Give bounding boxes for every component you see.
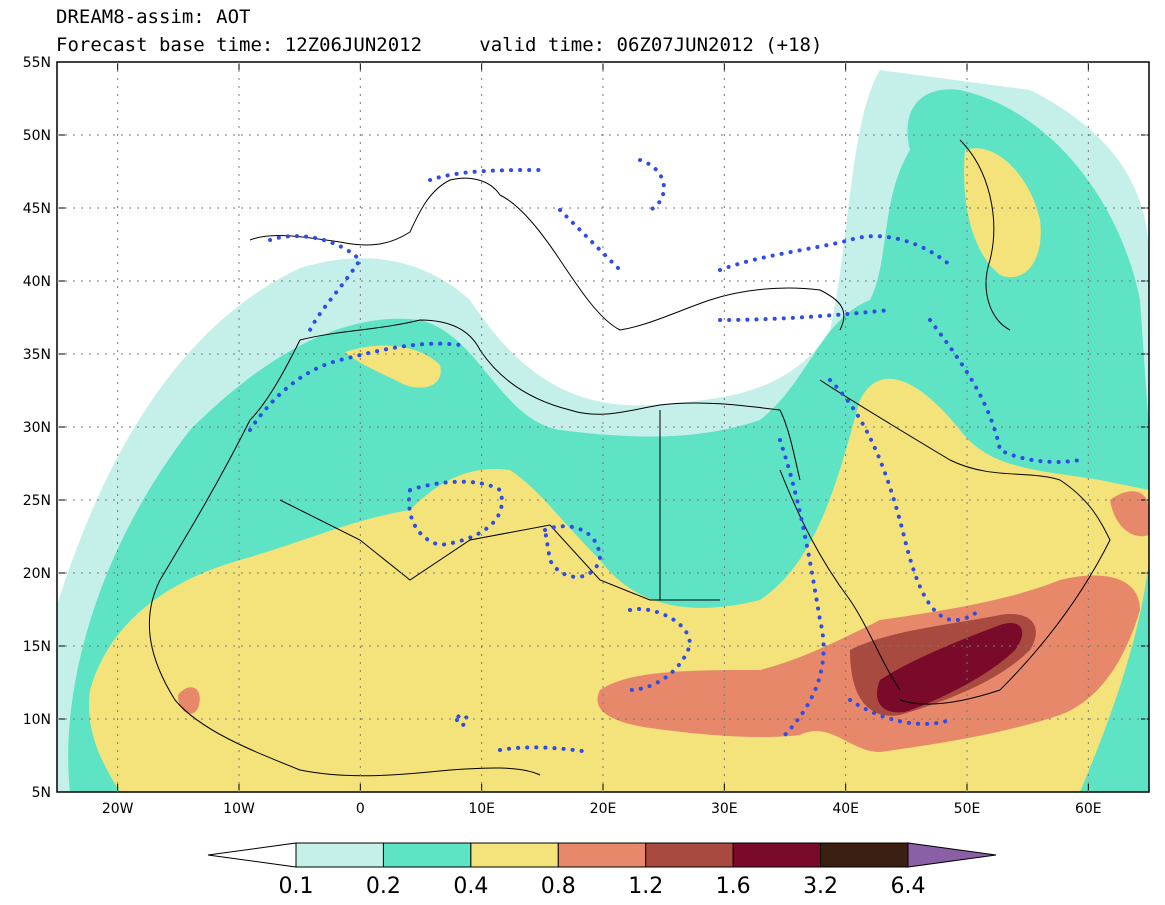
- colorbar-swatch: [645, 842, 734, 868]
- lat-label: 55N: [23, 55, 51, 71]
- lon-label: 0: [356, 801, 365, 817]
- lat-label: 50N: [23, 128, 51, 144]
- lon-label: 30E: [711, 801, 738, 817]
- obs-contour-yemen: [848, 698, 952, 726]
- obs-contour-coast: [498, 745, 592, 754]
- lon-label: 10W: [223, 801, 255, 817]
- lat-label: 15N: [23, 639, 51, 655]
- longitude-labels: 20W 10W 0 10E 20E 30E 40E 50E 60E: [102, 801, 1102, 817]
- colorbar-label: 0.1: [279, 874, 314, 899]
- lon-label: 20W: [102, 801, 134, 817]
- obs-contour-morocco: [248, 341, 462, 432]
- border-sahel: [279, 499, 720, 601]
- coastline-red-sea: [779, 469, 901, 691]
- lat-label: 45N: [23, 201, 51, 217]
- obs-contour-iberia: [268, 234, 363, 332]
- lon-label: 60E: [1075, 801, 1102, 817]
- aot-band-1-6: [877, 622, 1023, 713]
- colorbar-over-arrow: [907, 842, 997, 868]
- obs-contour-red-sea: [828, 378, 982, 623]
- colorbar-swatch: [820, 842, 909, 868]
- aot-band-0-4b: [964, 148, 1041, 278]
- colorbar-label: 3.2: [803, 874, 838, 899]
- base-time: Forecast base time: 12Z06JUN2012: [56, 34, 423, 56]
- coastline-europe: [249, 177, 845, 331]
- colorbar-label: 1.2: [628, 874, 663, 899]
- aot-band-0-8b: [1110, 491, 1149, 537]
- coastline-arabia: [819, 379, 1111, 705]
- lat-label: 5N: [32, 785, 51, 801]
- obs-contour-iran: [928, 318, 1082, 464]
- obs-contour-chad: [628, 607, 693, 692]
- colorbar-label: 1.6: [716, 874, 751, 899]
- obs-contour-europe: [428, 168, 622, 272]
- lat-label: 35N: [23, 347, 51, 363]
- lon-label: 10E: [468, 801, 495, 817]
- lon-label: 20E: [590, 801, 617, 817]
- map-title: DREAM8-assim: AOT: [56, 6, 251, 28]
- coastline-north-africa: [249, 319, 801, 481]
- colorbar-swatch: [295, 842, 384, 868]
- graticule: [57, 61, 1149, 793]
- aot-band-0-8c: [178, 687, 200, 714]
- forecast-times: Forecast base time: 12Z06JUN2012 valid t…: [56, 34, 822, 56]
- colorbar-label: 0.8: [541, 874, 576, 899]
- colorbar-under-arrow: [207, 842, 297, 868]
- colorbar-label: 0.4: [453, 874, 488, 899]
- lon-label: 50E: [954, 801, 981, 817]
- obs-contour-balkans: [638, 158, 666, 212]
- aot-band-0-4c: [345, 345, 441, 388]
- coastline-west-africa: [148, 419, 541, 777]
- valid-time: valid time: 06Z07JUN2012 (+18): [479, 34, 823, 56]
- colorbar: 0.1 0.2 0.4 0.8 1.2 1.6 3.2 6.4: [207, 842, 997, 899]
- colorbar-label: 6.4: [891, 874, 926, 899]
- obs-contour-sudan: [778, 438, 826, 742]
- lat-label: 30N: [23, 420, 51, 436]
- lon-label: 40E: [832, 801, 859, 817]
- colorbar-swatch: [732, 842, 822, 868]
- border-caspian: [959, 139, 1011, 331]
- colorbar-swatch: [557, 842, 647, 868]
- lat-label: 25N: [23, 493, 51, 509]
- observation-contours: [248, 158, 1082, 754]
- colorbar-label: 0.2: [366, 874, 401, 899]
- lat-label: 10N: [23, 712, 51, 728]
- colorbar-swatch: [382, 842, 472, 868]
- colorbar-swatch: [470, 842, 559, 868]
- lat-label: 20N: [23, 566, 51, 582]
- obs-contour-small-1: [455, 713, 470, 727]
- lat-label: 40N: [23, 274, 51, 290]
- coastlines: [148, 139, 1111, 777]
- latitude-labels: 55N 50N 45N 40N 35N 30N 25N 20N 15N 10N 5N: [23, 55, 51, 801]
